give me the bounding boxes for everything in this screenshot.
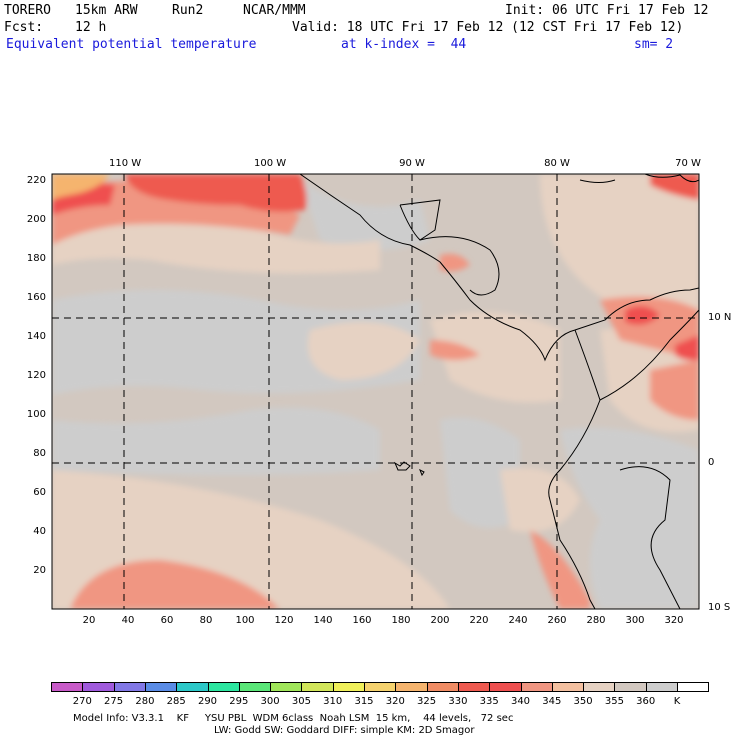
y-tick: 200 xyxy=(26,214,46,225)
y-tick: 100 xyxy=(26,409,46,420)
x-tick: 160 xyxy=(352,615,372,626)
colorbar-label: 350 xyxy=(573,696,593,707)
level-label: at k-index = 44 xyxy=(341,37,467,52)
lon-label-110w: 110 W xyxy=(109,158,142,169)
colorbar-swatch xyxy=(364,682,397,692)
x-tick: 260 xyxy=(547,615,567,626)
graticule xyxy=(52,174,699,609)
colorbar-swatch xyxy=(207,682,240,692)
x-tick: 280 xyxy=(586,615,606,626)
colorbar-label: 345 xyxy=(542,696,562,707)
colorbar-swatch xyxy=(113,682,146,692)
colorbar-swatch xyxy=(551,682,585,692)
colorbar-swatch xyxy=(332,682,365,692)
y-tick: 40 xyxy=(33,526,46,537)
colorbar-swatch xyxy=(144,682,178,692)
colorbar-swatch xyxy=(645,682,678,692)
colorbar-label: 335 xyxy=(479,696,499,707)
colorbar-label: 305 xyxy=(291,696,311,707)
x-tick: 80 xyxy=(199,615,213,626)
colorbar-label: 300 xyxy=(260,696,280,707)
colorbar-label: 295 xyxy=(229,696,249,707)
y-tick: 160 xyxy=(26,292,46,303)
org-label: NCAR/MMM xyxy=(243,3,306,18)
physics-info: LW: Godd SW: Goddard DIFF: simple KM: 2D… xyxy=(214,725,475,736)
colorbar-label: 360 xyxy=(636,696,656,707)
colorbar-label: 330 xyxy=(448,696,468,707)
colorbar-label: 290 xyxy=(197,696,218,707)
y-tick: 180 xyxy=(26,253,46,264)
colorbar-label: 310 xyxy=(323,696,343,707)
x-tick: 140 xyxy=(313,615,333,626)
lon-label-100w: 100 W xyxy=(254,158,287,169)
lat-label-10n: 10 N xyxy=(708,312,732,323)
colorbar-swatch xyxy=(395,682,428,692)
colorbar-label: K xyxy=(673,696,681,707)
colorbar-swatch xyxy=(82,682,115,692)
colorbar-label: 325 xyxy=(417,696,437,707)
lat-label-0: 0 xyxy=(708,457,715,468)
lon-label-90w: 90 W xyxy=(399,158,425,169)
colorbar-label: 315 xyxy=(354,696,374,707)
x-tick: 60 xyxy=(160,615,174,626)
x-tick: 100 xyxy=(235,615,255,626)
y-tick: 140 xyxy=(26,331,46,342)
x-tick: 220 xyxy=(469,615,489,626)
y-tick: 60 xyxy=(33,487,46,498)
x-tick: 320 xyxy=(664,615,684,626)
x-tick: 120 xyxy=(274,615,294,626)
smoothing-label: sm= 2 xyxy=(634,37,674,52)
colorbar-label: 355 xyxy=(604,696,624,707)
forecast-label: Fcst: xyxy=(4,20,44,35)
init-time: Init: 06 UTC Fri 17 Feb 12 xyxy=(505,3,709,18)
colorbar-swatch xyxy=(489,682,522,692)
lon-label-70w: 70 W xyxy=(675,158,701,169)
x-tick: 20 xyxy=(82,615,96,626)
colorbar-swatch xyxy=(583,682,616,692)
lat-label-10s: 10 S xyxy=(708,602,731,613)
colorbar-swatch xyxy=(51,682,84,692)
colorbar-label: 270 xyxy=(72,696,92,707)
y-tick: 20 xyxy=(33,565,46,576)
map-frame xyxy=(51,173,700,610)
colorbar-swatch xyxy=(614,682,647,692)
colorbar-swatch xyxy=(301,682,334,692)
y-tick: 80 xyxy=(33,448,46,459)
colorbar-label: 280 xyxy=(135,696,155,707)
colorbar-swatch xyxy=(520,682,553,692)
colorbar-label: 285 xyxy=(166,696,186,707)
colorbar-label: 275 xyxy=(104,696,124,707)
colorbar-label: 320 xyxy=(385,696,405,707)
x-tick: 40 xyxy=(121,615,135,626)
forecast-hour: 12 h xyxy=(75,20,107,35)
colorbar-swatch xyxy=(238,682,272,692)
field-name: Equivalent potential temperature xyxy=(6,37,257,52)
model-info: Model Info: V3.3.1 KF YSU PBL WDM 6class… xyxy=(73,713,514,724)
y-tick: 120 xyxy=(26,370,46,381)
resolution-label: 15km ARW xyxy=(75,3,138,18)
x-tick: 240 xyxy=(508,615,528,626)
colorbar-swatch xyxy=(270,682,303,692)
y-tick: 220 xyxy=(26,175,46,186)
x-tick: 200 xyxy=(430,615,450,626)
x-tick: 300 xyxy=(625,615,645,626)
lon-label-80w: 80 W xyxy=(544,158,570,169)
colorbar-swatch xyxy=(457,682,491,692)
valid-time: Valid: 18 UTC Fri 17 Feb 12 (12 CST Fri … xyxy=(292,20,684,35)
model-name: TORERO xyxy=(4,3,51,18)
x-tick: 180 xyxy=(391,615,411,626)
colorbar-label: 340 xyxy=(510,696,531,707)
temperature-field xyxy=(52,174,699,609)
colorbar-swatch xyxy=(426,682,459,692)
colorbar-swatch xyxy=(176,682,209,692)
colorbar-swatch xyxy=(677,682,710,692)
run-label: Run2 xyxy=(172,3,204,18)
